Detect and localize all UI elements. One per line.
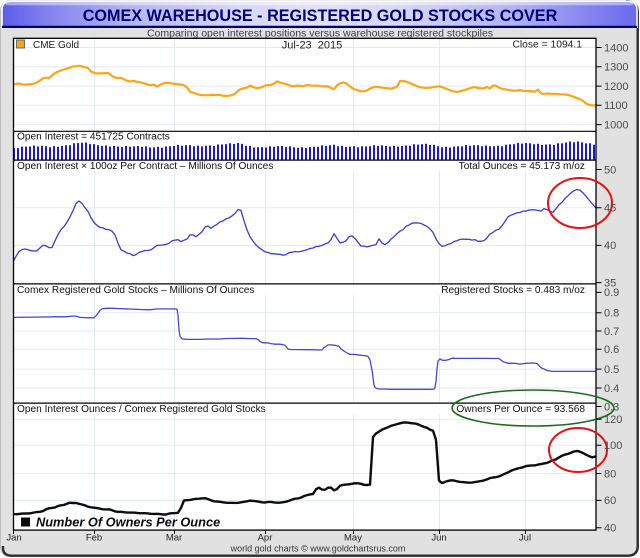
svg-text:1200: 1200 xyxy=(604,81,628,93)
svg-text:60: 60 xyxy=(604,495,616,507)
svg-text:0.5: 0.5 xyxy=(604,364,619,376)
svg-text:50: 50 xyxy=(604,164,616,176)
svg-text:Number Of Owners Per Ounce: Number Of Owners Per Ounce xyxy=(36,515,220,530)
svg-text:Open Interest × 100oz Per Cont: Open Interest × 100oz Per Contract – Mil… xyxy=(17,161,273,172)
svg-text:Total Ounces = 45.173 m/oz: Total Ounces = 45.173 m/oz xyxy=(459,161,585,172)
svg-text:120: 120 xyxy=(604,414,622,426)
svg-text:Jul-23 2015: Jul-23 2015 xyxy=(282,39,343,51)
svg-text:0.4: 0.4 xyxy=(604,383,619,395)
svg-text:Open Interest Ounces / Comex R: Open Interest Ounces / Comex Registered … xyxy=(17,404,266,415)
svg-text:0.8: 0.8 xyxy=(604,308,619,320)
svg-text:100: 100 xyxy=(604,440,622,452)
svg-text:1400: 1400 xyxy=(604,42,628,54)
svg-text:Jan: Jan xyxy=(6,533,21,544)
svg-text:Jul: Jul xyxy=(519,533,531,544)
svg-text:Comparing open interest positi: Comparing open interest positions versus… xyxy=(147,28,493,40)
svg-text:COMEX WAREHOUSE - REGISTERED G: COMEX WAREHOUSE - REGISTERED GOLD STOCKS… xyxy=(83,7,558,25)
svg-text:Owners Per Ounce = 93.568: Owners Per Ounce = 93.568 xyxy=(456,404,585,415)
svg-text:0.3: 0.3 xyxy=(604,401,619,413)
svg-text:Mar: Mar xyxy=(166,533,182,544)
svg-text:Registered Stocks = 0.483 m/oz: Registered Stocks = 0.483 m/oz xyxy=(441,285,585,296)
svg-text:0.6: 0.6 xyxy=(604,344,619,356)
svg-text:35: 35 xyxy=(604,277,616,289)
svg-text:CME Gold: CME Gold xyxy=(33,40,79,51)
svg-text:0.9: 0.9 xyxy=(604,287,619,299)
svg-text:Comex Registered Gold Stocks –: Comex Registered Gold Stocks – Millions … xyxy=(17,285,254,296)
svg-text:1000: 1000 xyxy=(604,119,628,131)
svg-text:40: 40 xyxy=(604,523,616,535)
svg-text:Feb: Feb xyxy=(86,533,102,544)
svg-text:80: 80 xyxy=(604,468,616,480)
svg-text:40: 40 xyxy=(604,240,616,252)
svg-text:1300: 1300 xyxy=(604,62,628,74)
svg-text:1100: 1100 xyxy=(604,100,628,112)
svg-text:Jun: Jun xyxy=(431,533,446,544)
svg-text:world gold charts © www.goldch: world gold charts © www.goldchartsrus.co… xyxy=(230,544,406,554)
svg-text:Apr: Apr xyxy=(258,533,273,544)
svg-text:45: 45 xyxy=(604,203,616,215)
svg-text:May: May xyxy=(344,533,362,544)
svg-text:Open Interest = 451725 Contrac: Open Interest = 451725 Contracts xyxy=(17,131,170,142)
svg-text:0.7: 0.7 xyxy=(604,326,619,338)
svg-text:Close = 1094.1: Close = 1094.1 xyxy=(512,40,582,51)
